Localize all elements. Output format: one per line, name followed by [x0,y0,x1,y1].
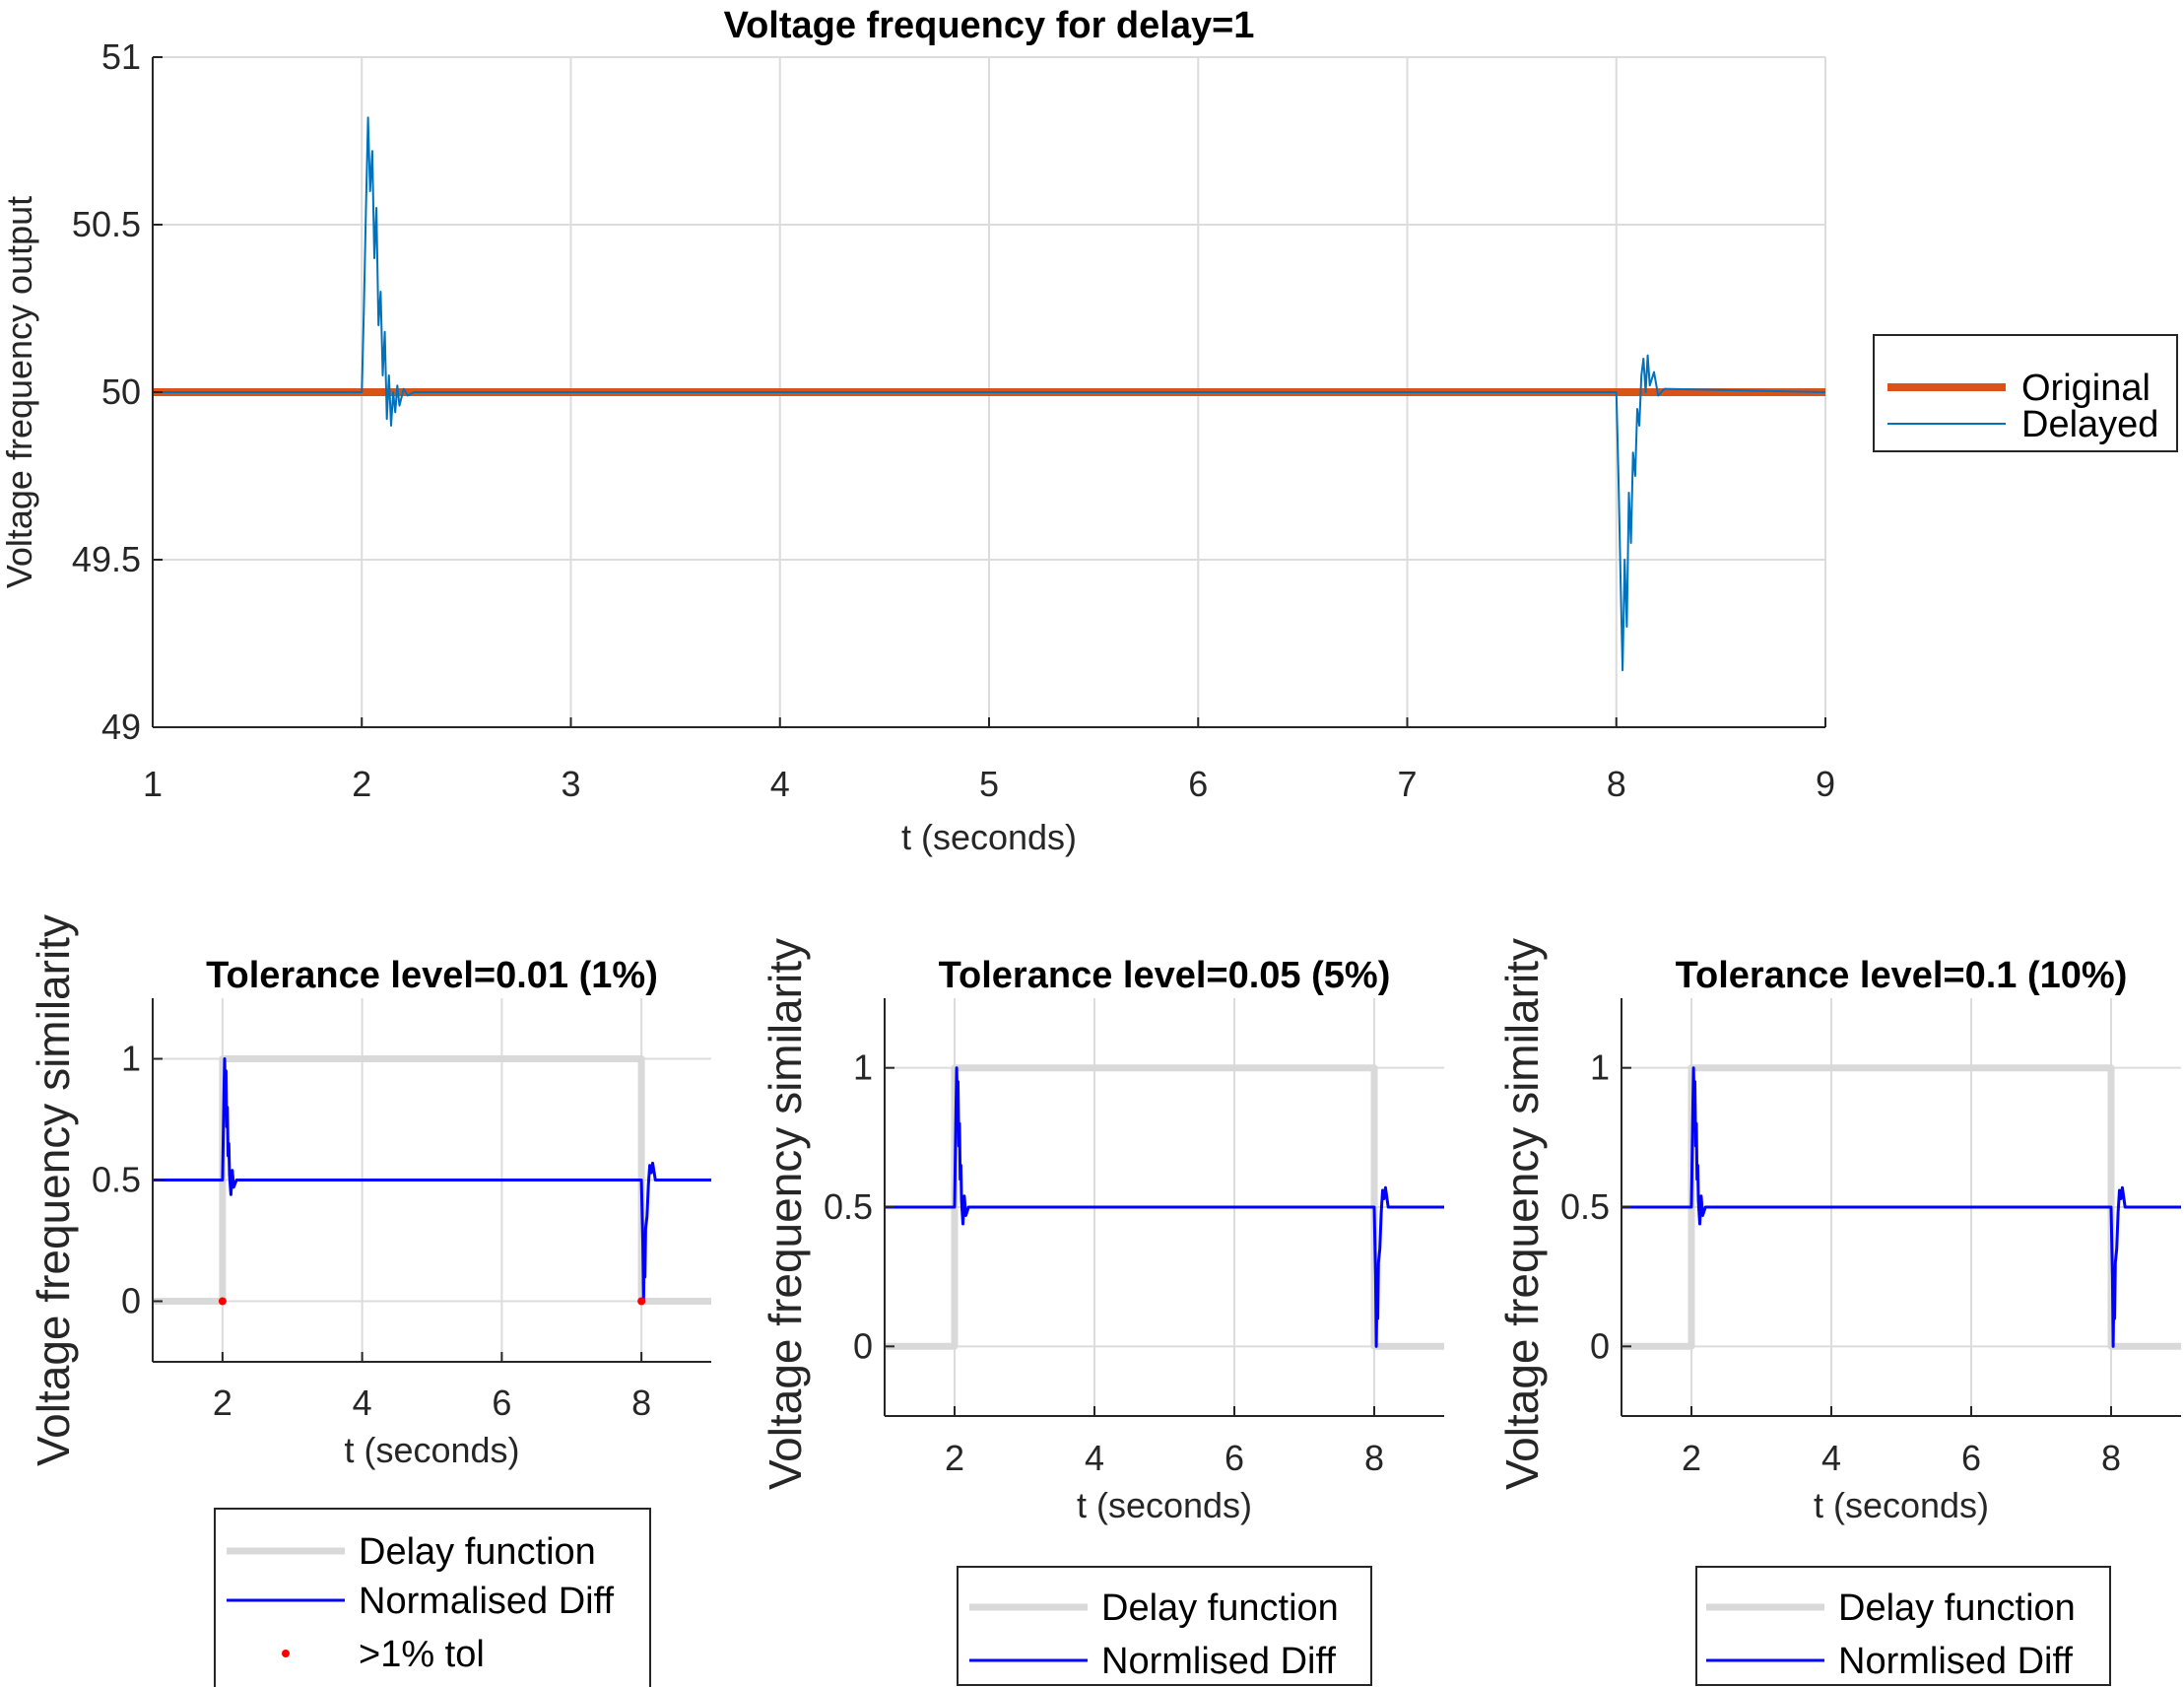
y-tick-label: 49 [101,707,141,747]
legend-entry: Normlised Diff [1838,1641,2073,1682]
y-axis-label: Voltage frequency output [0,196,39,588]
y-tick-label: 1 [121,1039,141,1079]
y-tick-label: 49.5 [72,539,141,579]
chart-title: Tolerance level=0.1 (10%) [1676,955,2128,996]
y-axis-label: Voltage frequency similarity [1496,938,1548,1490]
x-tick-label: 6 [1188,764,1208,804]
legend: Delay function Normlised Diff [1695,1566,2111,1686]
y-tick-label: 50.5 [72,204,141,244]
x-tick-label: 6 [1961,1438,1981,1478]
x-tick-label: 8 [631,1383,651,1423]
series-line-1 [1621,1064,2181,1350]
y-tick-label: 1 [853,1047,873,1088]
chart-panel-2: 2 4 6 8 0 0.5 1 Tolerance level=0.01 (1%) t (sec… [28,914,711,1687]
y-tick-label: 0 [853,1325,873,1366]
x-tick-label: 8 [2101,1438,2121,1478]
chart-title: Tolerance level=0.01 (1%) [206,955,658,996]
y-tick-label: 0 [1590,1325,1610,1366]
y-tick-label: 0.5 [1560,1186,1610,1227]
x-axis-label: t (seconds) [1814,1485,1989,1525]
y-tick-label: 51 [101,36,141,77]
chart-title: Tolerance level=0.05 (5%) [939,955,1391,996]
series-line-2 [153,1057,711,1303]
legend-marker [282,1650,290,1657]
x-tick-label: 2 [213,1383,232,1423]
legend-entry: Delay function [1838,1587,2076,1629]
x-tick-label: 5 [979,764,999,804]
x-tick-label: 2 [945,1438,964,1478]
legend-entry: Delay function [359,1531,596,1573]
y-tick-label: 0 [121,1281,141,1321]
y-tick-label: 50 [101,371,141,412]
x-tick-label: 4 [353,1383,372,1423]
x-tick-label: 6 [1224,1438,1244,1478]
legend-entry: >1% tol [359,1634,485,1675]
legend-entry: Original [2021,368,2151,409]
legend-box [214,1508,651,1687]
x-tick-label: 1 [143,764,163,804]
legend-entry: Delay function [1101,1587,1339,1629]
x-tick-label: 4 [1085,1438,1104,1478]
x-tick-label: 9 [1816,764,1835,804]
legend-box [1873,334,2178,452]
legend-box [1695,1566,2111,1686]
series-line-2 [885,1066,1444,1348]
x-tick-label: 2 [1682,1438,1701,1478]
x-tick-label: 6 [492,1383,511,1423]
y-axis-label: Voltage frequency similarity [760,938,811,1490]
x-tick-label: 7 [1397,764,1417,804]
x-tick-label: 2 [352,764,371,804]
series-line-2 [153,116,1826,672]
x-axis-label: t (seconds) [901,817,1077,857]
chart-panel-1: 1 2 3 4 5 6 7 8 9 49 49.5 50 50.5 51 Voltage frequency… [0,5,2178,857]
chart-panel-4: 2 4 6 8 0 0.5 1 Tolerance level=0.1 (10%) t (sec… [1496,938,2181,1686]
legend: Delay function Normlised Diff [957,1566,1372,1686]
chart-panel-3: 2 4 6 8 0 0.5 1 Tolerance level=0.05 (5%) t (sec… [760,938,1444,1686]
x-tick-label: 4 [770,764,790,804]
legend-entry: Normlised Diff [1101,1641,1336,1682]
series-line-1 [153,1055,711,1305]
chart-title: Voltage frequency for delay=1 [724,5,1255,46]
legend: Delay function Normalised Diff >1% tol [214,1508,651,1687]
x-tick-label: 4 [1821,1438,1841,1478]
x-tick-label: 8 [1364,1438,1384,1478]
legend-entry: Delayed [2021,404,2158,445]
x-axis-label: t (seconds) [344,1430,519,1470]
x-axis-label: t (seconds) [1077,1485,1252,1525]
legend-box [957,1566,1372,1686]
scatter-point [218,1297,227,1306]
y-axis-label: Voltage frequency similarity [28,914,79,1466]
series-line-2 [1621,1066,2181,1348]
series-line-1 [885,1064,1444,1350]
scatter-point [637,1297,646,1306]
y-tick-label: 0.5 [92,1160,141,1200]
x-tick-label: 3 [561,764,580,804]
legend-entry: Normalised Diff [359,1581,614,1622]
x-tick-label: 8 [1607,764,1626,804]
y-tick-label: 1 [1590,1047,1610,1088]
y-tick-label: 0.5 [824,1186,873,1227]
